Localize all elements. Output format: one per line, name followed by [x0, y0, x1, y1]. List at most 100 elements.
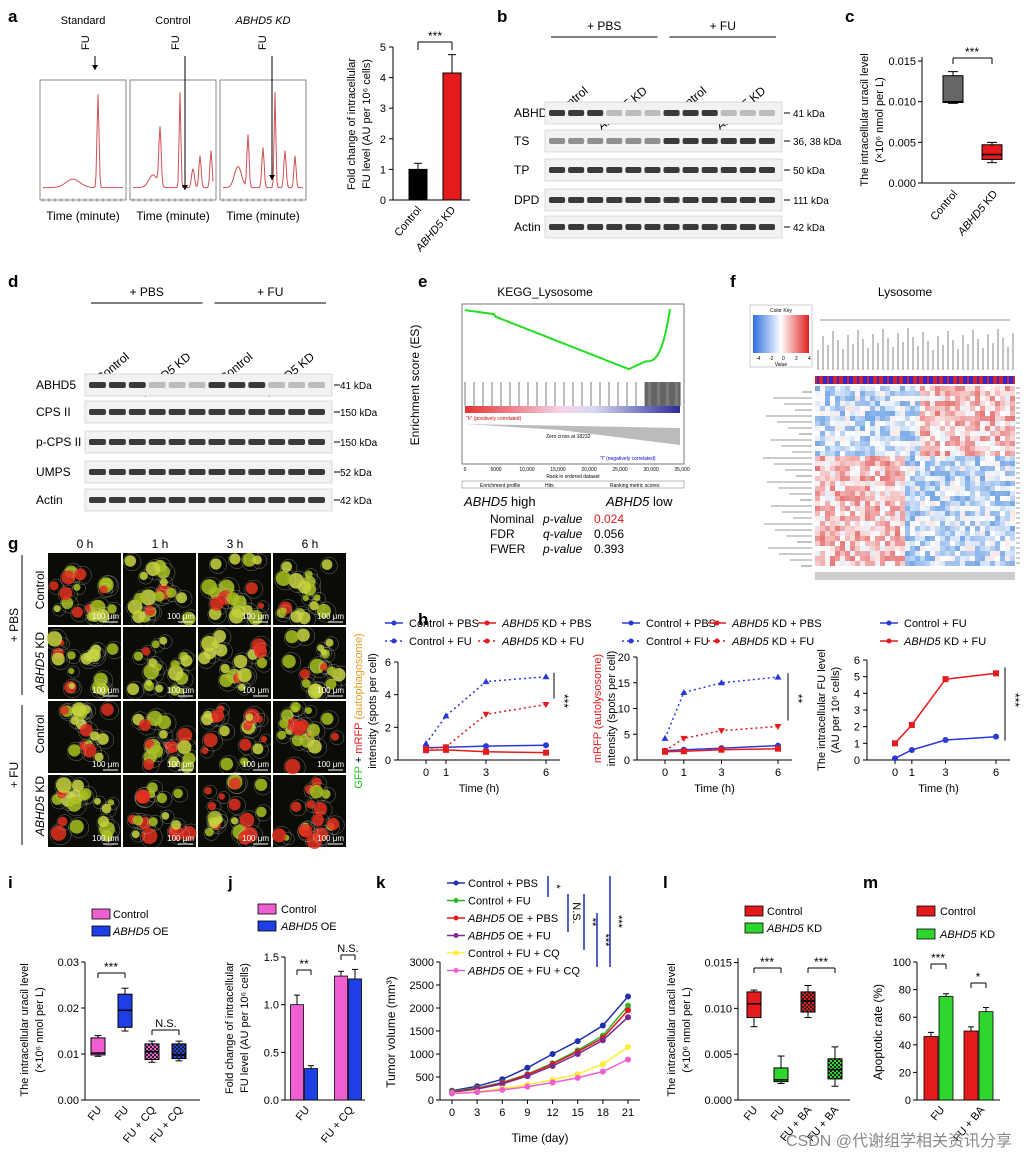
heatmap-cell [975, 521, 980, 526]
heatmap-cell [840, 446, 845, 451]
heatmap-cell [970, 481, 975, 486]
heatmap-cell [840, 391, 845, 396]
data-point [542, 673, 550, 680]
legend-label-gene: ABHD5 [467, 966, 506, 978]
annotation-cell [993, 376, 995, 384]
heatmap-cell [955, 521, 960, 526]
annotation-cell [875, 376, 877, 384]
heatmap-cell [995, 446, 1000, 451]
series-line [451, 996, 629, 1092]
heatmap-cell [895, 391, 900, 396]
stat-metric: p-value [542, 542, 583, 556]
heatmap-cell [890, 561, 895, 566]
annotation-cell [829, 376, 831, 384]
cell-blob [230, 817, 239, 825]
heatmap-cell [885, 546, 890, 551]
cell-blob [70, 716, 79, 725]
cell-outline [256, 600, 270, 614]
heatmap-cell [835, 471, 840, 476]
heatmap-cell [865, 526, 870, 531]
heatmap-cell [865, 461, 870, 466]
heatmap-cell [900, 561, 905, 566]
heatmap-cell [1000, 551, 1005, 556]
blot-band [268, 409, 286, 415]
heatmap-cell [945, 406, 950, 411]
heatmap-cell [860, 461, 865, 466]
heatmap-cell [840, 476, 845, 481]
heatmap-cell [920, 441, 925, 446]
blot-band [89, 409, 106, 415]
cell-outline [92, 795, 107, 810]
heatmap-cell [835, 396, 840, 401]
heatmap-cell [1010, 411, 1015, 416]
heatmap-cell [1010, 521, 1015, 526]
heatmap-cell [965, 451, 970, 456]
heatmap-cell [980, 521, 985, 526]
data-point [774, 673, 782, 680]
cell-blob [298, 580, 312, 594]
heatmap-cell [885, 421, 890, 426]
data-point [499, 1086, 506, 1093]
cell-outline [281, 652, 301, 673]
heatmap-cell [1005, 501, 1010, 506]
heatmap-cell [865, 396, 870, 401]
blot-band [228, 469, 246, 475]
cell-outline [244, 579, 264, 599]
heatmap-cell [815, 546, 820, 551]
heatmap-cell [870, 436, 875, 441]
heatmap-cell [870, 416, 875, 421]
blot-band [644, 197, 661, 203]
heatmap-cell [900, 536, 905, 541]
heatmap-cell [835, 516, 840, 521]
cell-outline [125, 680, 145, 700]
x-tick-label: 0 [662, 767, 668, 779]
heatmap-cell [975, 441, 980, 446]
heatmap-cell [935, 486, 940, 491]
heatmap-cell [970, 406, 975, 411]
cell-outline [319, 646, 333, 660]
heatmap-cell [1005, 416, 1010, 421]
heatmap-cell [910, 411, 915, 416]
heatmap-cell [990, 436, 995, 441]
heatmap-cell [950, 411, 955, 416]
panel-letter-j: j [227, 873, 233, 892]
y-tick-label: 6 [854, 655, 860, 667]
annotation-cell [835, 376, 837, 384]
heatmap-cell [975, 556, 980, 561]
heatmap-cell [935, 476, 940, 481]
heatmap-cell [920, 396, 925, 401]
row-label-gene: ABHD5 [33, 652, 47, 693]
cell-blob [290, 801, 302, 813]
cell-blob [177, 727, 193, 743]
cell-outline [144, 677, 158, 691]
heatmap-cell [970, 501, 975, 506]
heatmap-cell [900, 491, 905, 496]
heatmap-cell [840, 461, 845, 466]
trace-title: ABHD5 KD [234, 15, 290, 27]
cell-outline [254, 804, 272, 822]
y-tick-label: 2 [385, 722, 391, 734]
heatmap-cell [965, 561, 970, 566]
heatmap-cell [1010, 406, 1015, 411]
cell-outline [147, 656, 163, 672]
data-point [680, 689, 688, 696]
heatmap-cell [955, 531, 960, 536]
heatmap-cell [905, 506, 910, 511]
group-label: + FU [710, 19, 736, 33]
heatmap-cell [925, 551, 930, 556]
y-axis-label: GFP + mRFP (autophagosome) [353, 633, 365, 788]
heatmap-cell [1010, 491, 1015, 496]
heatmap-cell [970, 526, 975, 531]
heatmap-cell [905, 471, 910, 476]
blot-band [587, 167, 604, 173]
heatmap-cell [840, 471, 845, 476]
heatmap-cell [855, 501, 860, 506]
y-axis-label: (×10⁶ nmol per L) [681, 987, 693, 1073]
heatmap-cell [895, 491, 900, 496]
blot-band [128, 382, 146, 388]
heatmap-cell [880, 411, 885, 416]
heatmap-cell [990, 561, 995, 566]
blot-band [188, 382, 206, 388]
heatmap-cell [860, 491, 865, 496]
heatmap-cell [915, 521, 920, 526]
